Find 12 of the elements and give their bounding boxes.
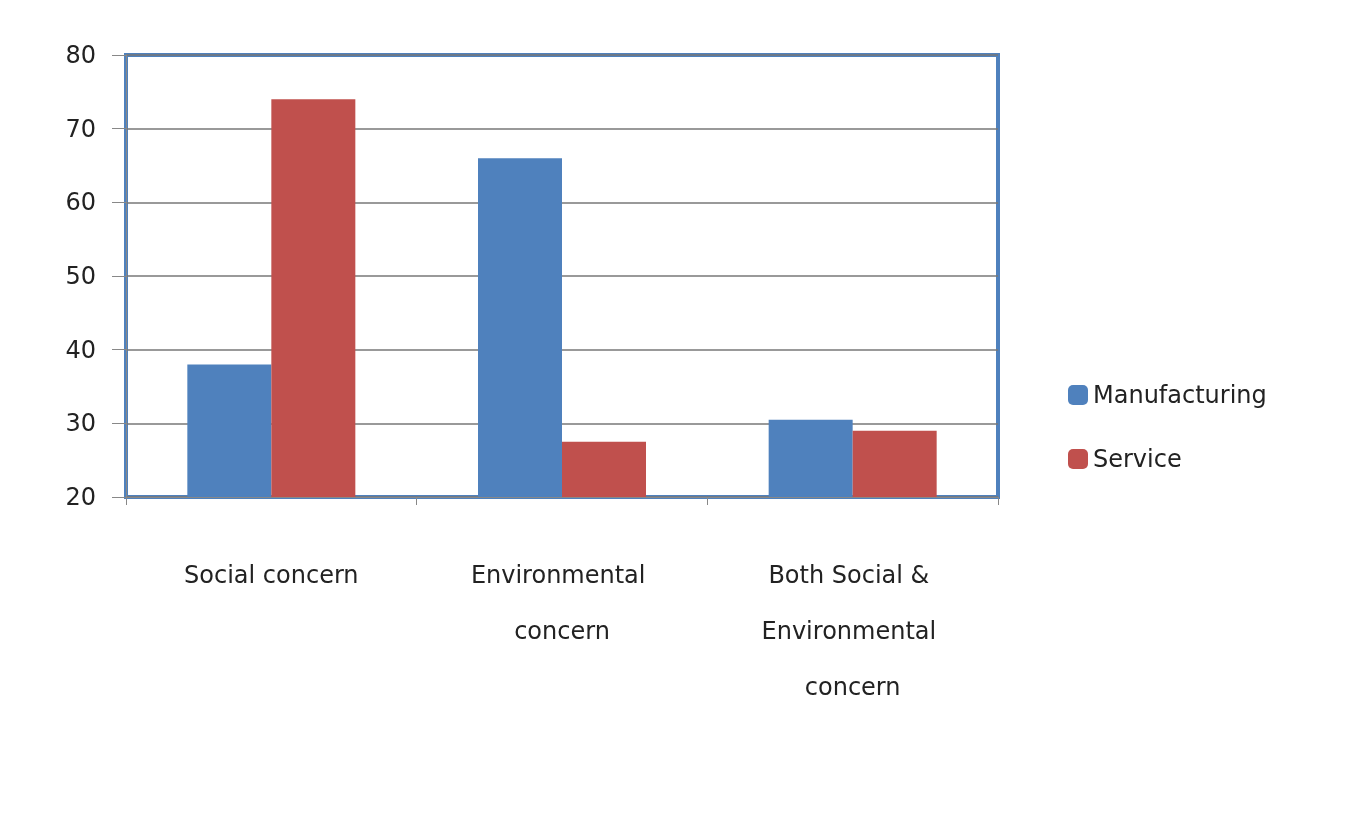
- legend-label: Manufacturing: [1093, 381, 1267, 409]
- y-tick-label: 60: [65, 188, 96, 217]
- y-tick-label: 40: [65, 335, 96, 364]
- y-tick-label: 20: [65, 483, 96, 511]
- x-tick-label: Environmental concern: [470, 561, 654, 645]
- legend-label: Service: [1093, 445, 1182, 473]
- y-tick-label: 30: [65, 409, 96, 438]
- y-tick-label: 70: [65, 114, 96, 143]
- x-tick-label: Social concern: [184, 561, 359, 589]
- y-tick-label: 50: [65, 262, 96, 290]
- y-tick-label: 80: [65, 41, 96, 69]
- x-tick-label: Both Social & Environmental concern: [761, 561, 944, 701]
